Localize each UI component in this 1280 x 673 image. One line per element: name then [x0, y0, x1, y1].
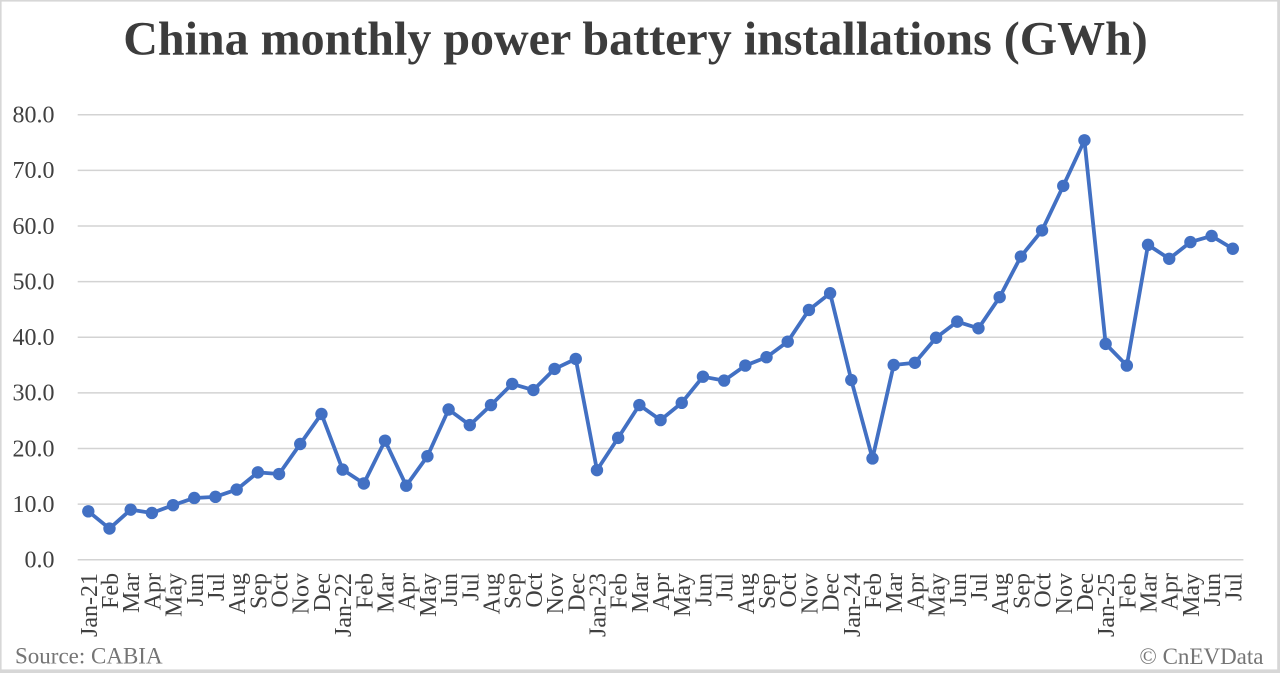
svg-text:Source: CABIA: Source: CABIA [15, 644, 163, 669]
svg-text:Jun: Jun [183, 573, 209, 606]
svg-text:70.0: 70.0 [13, 158, 55, 184]
svg-text:20.0: 20.0 [13, 436, 55, 462]
svg-text:China monthly power battery in: China monthly power battery installation… [123, 13, 1148, 66]
svg-text:Jan-24: Jan-24 [840, 573, 866, 637]
svg-text:May: May [925, 573, 951, 617]
svg-text:80.0: 80.0 [13, 103, 55, 129]
svg-text:Mar: Mar [628, 573, 654, 613]
svg-text:Aug: Aug [225, 573, 251, 614]
svg-text:0.0: 0.0 [25, 548, 55, 574]
svg-text:Jan-22: Jan-22 [331, 573, 357, 637]
svg-text:Mar: Mar [1137, 573, 1163, 613]
svg-text:Jan-21: Jan-21 [77, 573, 103, 637]
svg-text:Feb: Feb [1115, 573, 1141, 609]
svg-text:Mar: Mar [374, 573, 400, 613]
svg-text:Jul: Jul [458, 573, 484, 601]
svg-text:Dec: Dec [1073, 573, 1099, 612]
svg-text:Oct: Oct [1031, 573, 1057, 608]
svg-text:Jun: Jun [437, 573, 463, 606]
svg-text:Dec: Dec [310, 573, 336, 612]
svg-text:Nov: Nov [289, 573, 315, 614]
svg-text:50.0: 50.0 [13, 269, 55, 295]
svg-text:Oct: Oct [268, 573, 294, 608]
svg-text:Jul: Jul [713, 573, 739, 601]
svg-text:Mar: Mar [119, 573, 145, 613]
svg-text:Sep: Sep [1009, 573, 1035, 609]
svg-text:Dec: Dec [564, 573, 590, 612]
svg-text:Sep: Sep [755, 573, 781, 609]
svg-text:30.0: 30.0 [13, 381, 55, 407]
svg-text:Sep: Sep [501, 573, 527, 609]
svg-text:Apr: Apr [1158, 573, 1184, 610]
svg-text:Jun: Jun [1200, 573, 1226, 606]
svg-text:© CnEVData: © CnEVData [1139, 644, 1263, 669]
svg-text:Nov: Nov [543, 573, 569, 614]
svg-text:May: May [670, 573, 696, 617]
svg-text:Oct: Oct [522, 573, 548, 608]
svg-text:Jan-25: Jan-25 [1094, 573, 1120, 637]
svg-text:Nov: Nov [797, 573, 823, 614]
svg-text:Aug: Aug [479, 573, 505, 614]
svg-text:10.0: 10.0 [13, 492, 55, 518]
svg-text:Aug: Aug [988, 573, 1014, 614]
svg-text:Jul: Jul [967, 573, 993, 601]
svg-text:Feb: Feb [352, 573, 378, 609]
svg-text:Mar: Mar [882, 573, 908, 613]
svg-text:Jun: Jun [691, 573, 717, 606]
svg-text:Apr: Apr [395, 573, 421, 610]
svg-text:Nov: Nov [1052, 573, 1078, 614]
svg-text:Jan-23: Jan-23 [585, 573, 611, 637]
svg-text:40.0: 40.0 [13, 325, 55, 351]
svg-text:Feb: Feb [861, 573, 887, 609]
svg-text:Oct: Oct [776, 573, 802, 608]
svg-text:Apr: Apr [649, 573, 675, 610]
svg-text:Jul: Jul [204, 573, 230, 601]
svg-text:Jul: Jul [1221, 573, 1247, 601]
svg-text:Aug: Aug [734, 573, 760, 614]
svg-text:May: May [416, 573, 442, 617]
svg-text:May: May [1179, 573, 1205, 617]
svg-text:May: May [162, 573, 188, 617]
svg-text:Apr: Apr [140, 573, 166, 610]
svg-text:60.0: 60.0 [13, 214, 55, 240]
svg-text:Jun: Jun [946, 573, 972, 606]
svg-text:Dec: Dec [819, 573, 845, 612]
svg-text:Feb: Feb [607, 573, 633, 609]
svg-text:Apr: Apr [903, 573, 929, 610]
svg-text:Feb: Feb [98, 573, 124, 609]
svg-text:Sep: Sep [246, 573, 272, 609]
